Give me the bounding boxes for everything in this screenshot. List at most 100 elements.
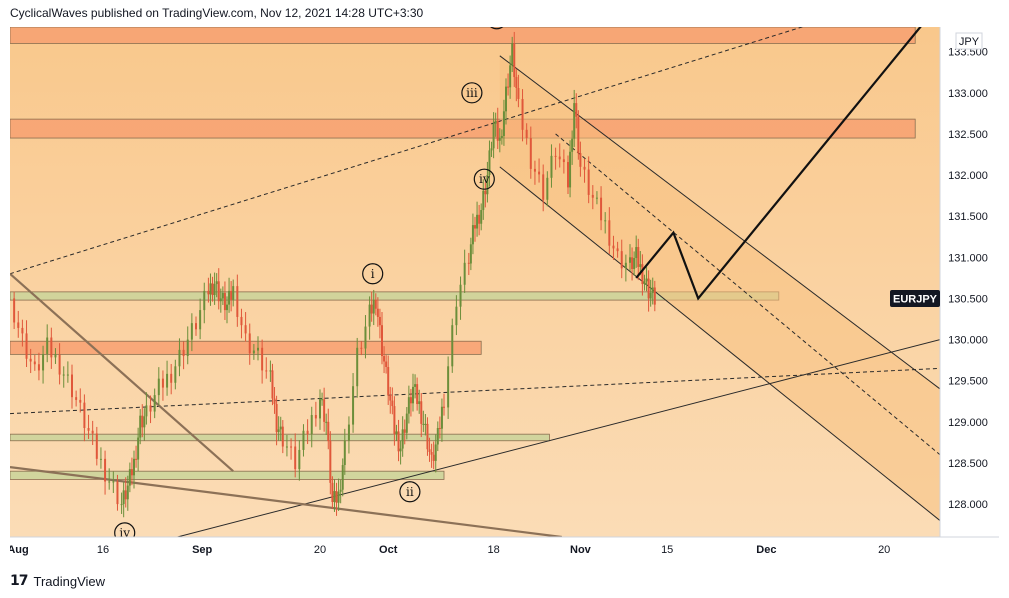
candle-body xyxy=(414,384,417,387)
candle-body xyxy=(600,197,603,221)
candle-body xyxy=(306,430,309,435)
candle-body xyxy=(285,446,288,448)
candle-body xyxy=(511,43,514,66)
candle-body xyxy=(244,325,247,334)
candle-body xyxy=(434,444,437,461)
wave-label-circle-4 xyxy=(399,481,421,503)
x-tick-label-1: 16 xyxy=(97,544,109,556)
candle-body xyxy=(451,325,454,367)
price-chart[interactable]: viiiiviiiiv 128.000128.500129.000129.500… xyxy=(10,27,999,565)
candle-body xyxy=(190,323,193,340)
candle-body xyxy=(161,378,164,388)
candle-body xyxy=(469,244,472,264)
candle-body xyxy=(325,421,328,423)
candle-body xyxy=(538,171,541,175)
candle-body xyxy=(507,86,510,88)
candle-body xyxy=(554,155,557,157)
candle-body xyxy=(533,168,536,172)
y-tick-label-0: 128.000 xyxy=(948,499,988,511)
candle-body xyxy=(116,481,119,505)
candle-body xyxy=(128,469,131,486)
candle-body xyxy=(418,401,421,405)
candle-body xyxy=(236,286,239,317)
candle-body xyxy=(215,281,218,285)
candle-body xyxy=(643,281,646,285)
candle-body xyxy=(397,431,400,452)
candle-body xyxy=(455,306,458,326)
candle-body xyxy=(631,257,634,269)
candle-body xyxy=(21,327,24,334)
candle-body xyxy=(616,248,619,252)
time-axis-background[interactable] xyxy=(10,537,940,565)
candle-body xyxy=(139,415,142,438)
y-tick-label-6: 131.000 xyxy=(948,252,988,264)
candle-body xyxy=(290,446,293,448)
candle-body xyxy=(339,489,342,492)
candle-body xyxy=(395,431,398,435)
plot-background xyxy=(10,27,940,537)
candle-body xyxy=(207,290,210,295)
candle-body xyxy=(637,247,640,267)
candle-body xyxy=(471,225,474,245)
tradingview-logo-icon[interactable]: 17 xyxy=(10,573,29,589)
candle-body xyxy=(360,347,363,349)
trend-line-0 xyxy=(10,27,804,275)
y-tick-label-2: 129.000 xyxy=(948,417,988,429)
footer-brand[interactable]: TradingView xyxy=(33,573,106,589)
candle-body xyxy=(529,138,532,169)
candle-body xyxy=(546,177,549,200)
currency-label: JPY xyxy=(959,36,980,48)
y-tick-label-7: 131.500 xyxy=(948,211,988,223)
candle-body xyxy=(467,262,470,264)
candle-body xyxy=(137,437,140,460)
candle-body xyxy=(612,245,615,249)
candle-body xyxy=(391,400,394,407)
candle-body xyxy=(75,397,78,400)
candle-body xyxy=(500,135,503,139)
candle-body xyxy=(157,378,160,396)
candle-body xyxy=(248,333,251,354)
candle-body xyxy=(409,397,412,404)
trend-line-4 xyxy=(499,166,940,521)
y-tick-label-4: 130.000 xyxy=(948,335,988,347)
trend-line-6 xyxy=(10,272,234,473)
candle-body xyxy=(368,304,371,327)
candle-body xyxy=(641,264,644,285)
chart-container[interactable]: viiiiviiiiv 128.000128.500129.000129.500… xyxy=(10,27,999,565)
candle-body xyxy=(108,481,111,483)
candle-body xyxy=(385,361,388,367)
candle-body xyxy=(488,150,491,176)
price-axis-background[interactable] xyxy=(940,27,999,537)
candle-body xyxy=(226,304,228,311)
candle-body xyxy=(498,138,501,141)
x-tick-label-0: Aug xyxy=(10,544,29,556)
candle-body xyxy=(476,214,479,229)
candle-body xyxy=(484,190,487,195)
candle-body xyxy=(273,398,276,405)
candle-body xyxy=(343,440,346,466)
candle-body xyxy=(370,304,373,314)
candle-body xyxy=(463,262,466,285)
x-tick-label-7: 15 xyxy=(661,544,673,556)
candle-body xyxy=(352,386,355,425)
candle-body xyxy=(217,281,220,302)
candle-body xyxy=(333,491,336,503)
candle-body xyxy=(341,465,344,490)
candle-body xyxy=(407,397,410,414)
candle-body xyxy=(383,356,386,362)
candle-body xyxy=(422,423,425,425)
candle-body xyxy=(579,153,582,167)
candle-body xyxy=(46,337,49,354)
candle-body xyxy=(438,428,441,430)
price-zone-4 xyxy=(10,433,550,442)
y-tick-label-5: 130.500 xyxy=(948,293,988,305)
wave-label-3: i xyxy=(371,267,375,281)
candle-body xyxy=(447,366,450,408)
candle-body xyxy=(587,169,590,195)
candle-body xyxy=(502,111,505,136)
candle-body xyxy=(513,43,516,78)
candle-body xyxy=(199,310,202,330)
candle-body xyxy=(608,220,611,246)
symbol-label: EURJPY xyxy=(893,293,938,305)
candle-body xyxy=(335,491,338,503)
